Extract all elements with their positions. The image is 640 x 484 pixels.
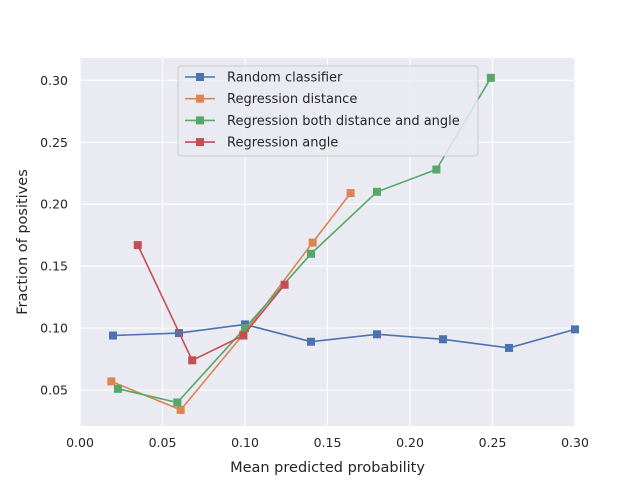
legend-marker: [196, 116, 204, 125]
data-point-marker: [439, 335, 447, 344]
data-point-marker: [241, 324, 249, 333]
legend-box: [177, 65, 479, 157]
legend: Random classifier Regression distance Regr…: [177, 65, 479, 157]
legend-label: Regression distance: [227, 92, 357, 107]
data-point-marker: [505, 343, 513, 352]
data-point-marker: [133, 241, 142, 250]
y-tick-label: 0.30: [40, 73, 68, 88]
data-point-marker: [432, 165, 441, 174]
data-point-marker: [113, 384, 122, 393]
legend-marker: [196, 138, 204, 147]
y-tick-label: 0.25: [40, 135, 68, 150]
series-line: [137, 244, 286, 362]
data-point-marker: [188, 356, 197, 365]
legend-label: Regression angle: [227, 136, 338, 151]
series-3: [113, 73, 495, 407]
data-point-marker: [307, 337, 315, 346]
series-line: [112, 323, 576, 349]
tick-layer: 0.00 0.05 0.10 0.15 0.20 0.25 0.30 0.05 0.10 0.15…: [40, 73, 589, 450]
legend-label: Random classifier: [227, 71, 343, 86]
legend-items: Random classifier Regression distance Regr…: [185, 71, 460, 151]
legend-marker: [196, 73, 204, 81]
data-point-marker: [373, 187, 381, 196]
data-point-marker: [239, 331, 248, 340]
x-tick-label: 0.25: [479, 435, 507, 450]
y-tick-label: 0.10: [40, 321, 68, 336]
legend-label: Regression both distance and angle: [227, 114, 460, 129]
x-tick-label: 0.20: [396, 435, 424, 450]
data-point-marker: [176, 405, 185, 414]
data-point-marker: [571, 325, 579, 334]
data-point-marker: [346, 189, 355, 198]
legend-marker: [196, 94, 204, 103]
x-axis-label: Mean predicted probability: [230, 460, 425, 476]
y-axis-label: Fraction of positives: [15, 169, 31, 315]
data-point-marker: [486, 73, 495, 82]
x-tick-label: 0.05: [149, 435, 177, 450]
series-layer: [107, 73, 579, 414]
x-tick-label: 0.10: [231, 435, 259, 450]
data-point-marker: [173, 398, 182, 407]
data-point-marker: [373, 330, 381, 339]
x-tick-label: 0.15: [314, 435, 342, 450]
data-point-marker: [109, 331, 117, 340]
y-tick-label: 0.05: [40, 383, 68, 398]
data-point-marker: [307, 249, 315, 258]
series-4: [133, 241, 289, 365]
x-tick-label: 0.30: [561, 435, 589, 450]
y-tick-label: 0.20: [40, 197, 68, 212]
x-tick-label: 0.00: [66, 435, 94, 450]
y-tick-label: 0.15: [40, 259, 68, 274]
data-point-marker: [308, 238, 317, 247]
data-point-marker: [280, 280, 289, 289]
data-point-marker: [107, 377, 116, 386]
